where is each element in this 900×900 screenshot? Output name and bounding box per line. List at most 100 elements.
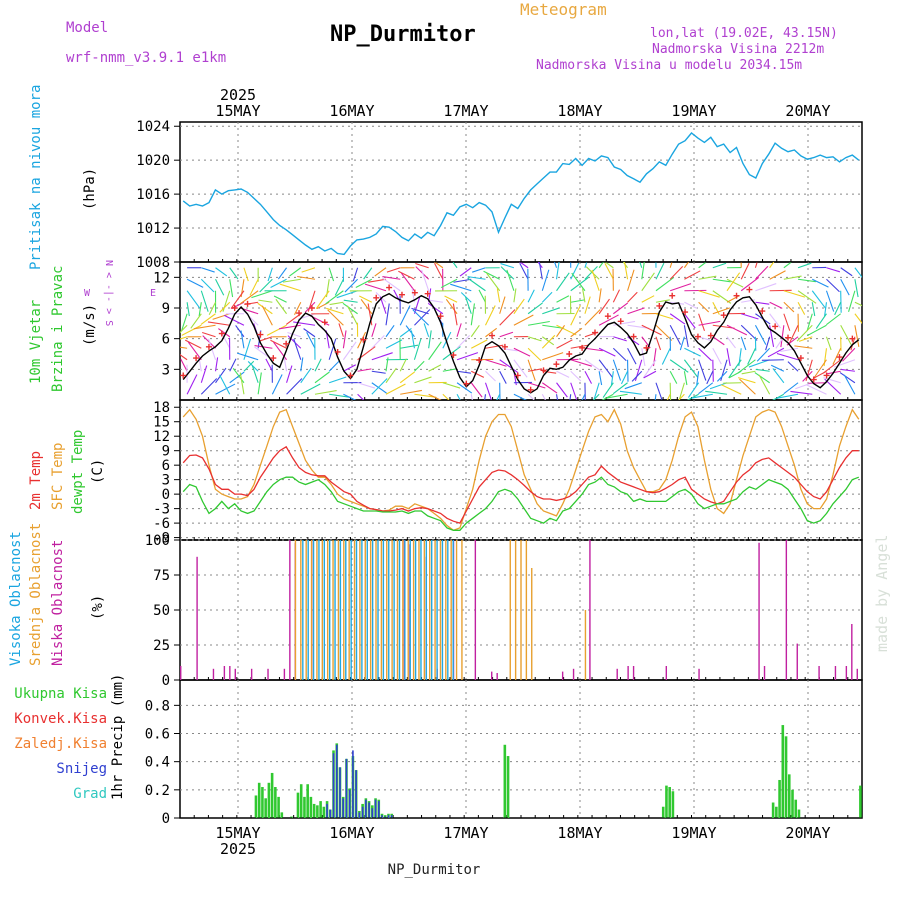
- precip-bar: [296, 792, 300, 818]
- wind-arrow: [654, 394, 657, 400]
- wind-arrow: [277, 267, 288, 280]
- wind-gust-mark: [553, 361, 560, 368]
- pressure-line: [182, 132, 860, 256]
- wind-arrow: [806, 313, 813, 332]
- wind-arrow: [368, 278, 387, 283]
- wind-arrow: [570, 327, 583, 338]
- wind-arrow: [423, 323, 430, 337]
- wind-arrow: [747, 348, 756, 365]
- precip-bar: [270, 772, 274, 818]
- wind-arrow: [229, 279, 234, 298]
- wind-arrow: [184, 339, 202, 349]
- wind-speed-line: [182, 292, 860, 394]
- wind-arrow: [527, 393, 535, 400]
- wind-arrow: [243, 338, 252, 360]
- wind-arrow: [740, 336, 747, 351]
- wind-gust-mark: [591, 329, 598, 336]
- wind-arrow: [229, 371, 245, 384]
- wind-arrow: [218, 328, 231, 338]
- y-tick-label: 1016: [136, 187, 170, 203]
- wind-arrow: [499, 370, 507, 384]
- wind-arrow: [641, 262, 645, 280]
- wind-arrow: [641, 348, 646, 367]
- wind-arrow: [314, 371, 330, 384]
- wind-arrow: [769, 270, 786, 280]
- wind-arrow: [840, 368, 855, 372]
- wind-arrow: [811, 302, 816, 317]
- y-tick-label: -3: [153, 502, 170, 518]
- snow-bar: [355, 770, 357, 818]
- wind-arrow: [357, 382, 375, 389]
- wind-arrow: [570, 382, 578, 400]
- wind-arrow: [528, 368, 542, 372]
- wind-arrow: [282, 278, 301, 283]
- wind-arrow: [581, 394, 586, 400]
- wind-arrow: [769, 313, 781, 329]
- y-tick-label: 3: [162, 473, 170, 489]
- wind-arrow: [570, 344, 589, 349]
- wind-arrow: [641, 272, 655, 292]
- wind-arrow: [772, 368, 785, 384]
- day-label-top: 16MAY: [329, 102, 374, 120]
- wind-arrow: [542, 352, 564, 361]
- wind-arrow: [776, 352, 799, 361]
- wind-gust-mark: [823, 372, 830, 379]
- wind-arrow: [371, 382, 387, 394]
- wind-arrow: [741, 313, 759, 320]
- wind-arrow: [363, 267, 373, 280]
- wind-arrow: [670, 283, 692, 292]
- wind-arrow: [499, 359, 519, 373]
- wind-arrow: [687, 382, 700, 398]
- wind-arrow: [385, 383, 406, 395]
- precip-bar: [661, 806, 665, 818]
- wind-arrow: [398, 270, 415, 280]
- wind-arrow: [848, 290, 856, 312]
- wind-arrow: [499, 331, 514, 338]
- wind-arrow: [593, 382, 600, 400]
- precip-bar: [254, 795, 258, 818]
- wind-arrow: [602, 382, 614, 398]
- wind-arrow: [519, 263, 529, 280]
- wind-arrow: [825, 290, 835, 312]
- snow-bar: [374, 799, 377, 818]
- wind-arrow: [428, 393, 442, 400]
- coords-label: lon,lat (19.02E, 43.15N): [650, 26, 838, 41]
- wind-arrow: [513, 347, 531, 357]
- wind-arrow: [343, 299, 358, 303]
- wind-arrow: [769, 262, 775, 269]
- wind-arrow: [297, 275, 316, 280]
- wind-arrow: [181, 324, 202, 336]
- wind-arrow: [684, 270, 701, 280]
- wind-arrow: [669, 370, 678, 384]
- wind-arrow: [678, 393, 685, 400]
- wind-arrow: [527, 336, 542, 342]
- wind-arrow: [336, 290, 358, 299]
- wind-arrow: [591, 269, 600, 291]
- wind-arrow: [382, 276, 401, 280]
- wind-arrow: [265, 358, 273, 372]
- wind-arrow: [770, 364, 785, 372]
- wind-arrow: [214, 357, 219, 372]
- wind-arrow: [428, 341, 442, 361]
- temp-line-1: [182, 408, 860, 532]
- wind-arrow: [683, 313, 696, 329]
- wind-arrow: [537, 262, 543, 269]
- wind-arrow: [267, 267, 273, 282]
- wind-arrow: [840, 324, 852, 345]
- y-tick-label: 0.6: [145, 727, 170, 743]
- wind-arrow: [726, 336, 736, 349]
- model-label: Model: [66, 20, 109, 36]
- wind-arrow: [485, 327, 498, 338]
- wind-arrow: [584, 265, 598, 280]
- wind-arrow: [472, 267, 486, 273]
- wind-arrow: [755, 265, 769, 280]
- wind-arrow: [484, 394, 487, 400]
- altitude-label: Nadmorska Visina 2212m: [652, 42, 825, 57]
- snow-bar: [361, 806, 364, 818]
- wind-arrow: [414, 360, 425, 372]
- wind-arrow: [813, 359, 827, 379]
- wind-gust-mark: [759, 308, 766, 315]
- wind-arrow: [442, 393, 450, 400]
- wind-arrow: [755, 283, 777, 292]
- wind-arrow: [641, 324, 662, 336]
